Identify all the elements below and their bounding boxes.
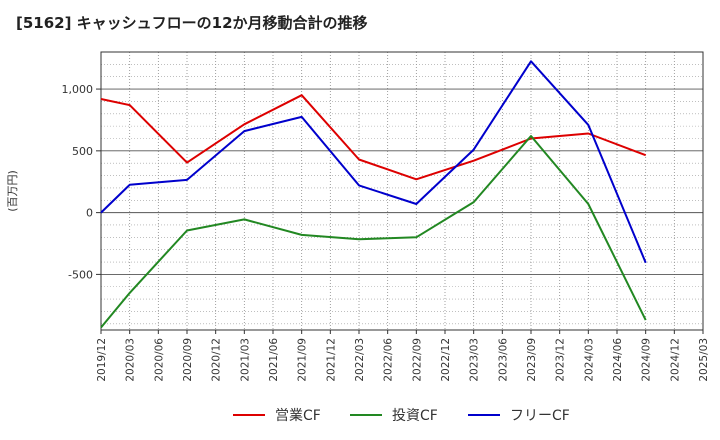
x-tick-label: 2020/06: [153, 338, 165, 382]
x-tick-label: 2022/06: [383, 338, 395, 382]
series-line: [100, 135, 647, 329]
x-tick-label: 2020/09: [182, 338, 194, 382]
x-tick-label: 2022/03: [354, 338, 366, 382]
x-tick-label: 2024/09: [641, 338, 653, 382]
x-tick-label: 2022/12: [440, 338, 452, 382]
x-tick-label: 2020/03: [125, 338, 137, 382]
y-tick-label: 1,000: [62, 83, 94, 96]
x-tick-label: 2021/09: [297, 338, 309, 382]
x-tick-label: 2020/12: [211, 338, 223, 382]
x-tick-label: 2021/03: [239, 338, 251, 382]
plot-frame: [100, 51, 704, 331]
x-tick-label: 2021/12: [325, 338, 337, 382]
x-tick-label: 2024/03: [583, 338, 595, 382]
x-tick-label: 2023/06: [497, 338, 509, 382]
series-line: [100, 94, 647, 181]
x-tick-label: 2023/03: [469, 338, 481, 382]
y-tick-label: 500: [72, 145, 93, 158]
series-line: [100, 60, 647, 264]
y-tick-label: 0: [86, 207, 93, 220]
legend-label: 投資CF: [392, 408, 438, 424]
chart-title: [5162] キャッシュフローの12か月移動合計の推移: [16, 14, 368, 32]
x-tick-label: 2019/12: [96, 338, 108, 382]
x-tick-label: 2024/06: [612, 338, 624, 382]
y-tick-label: -500: [68, 268, 93, 281]
y-axis-label: (百万円): [6, 170, 19, 212]
x-tick-label: 2021/06: [268, 338, 280, 382]
legend-label: 営業CF: [275, 408, 321, 424]
x-tick-label: 2023/09: [526, 338, 538, 382]
x-tick-label: 2022/09: [411, 338, 423, 382]
x-tick-label: 2024/12: [669, 338, 681, 382]
x-tick-label: 2025/03: [698, 338, 710, 382]
x-tick-label: 2023/12: [555, 338, 567, 382]
legend-label: フリーCF: [510, 408, 570, 424]
